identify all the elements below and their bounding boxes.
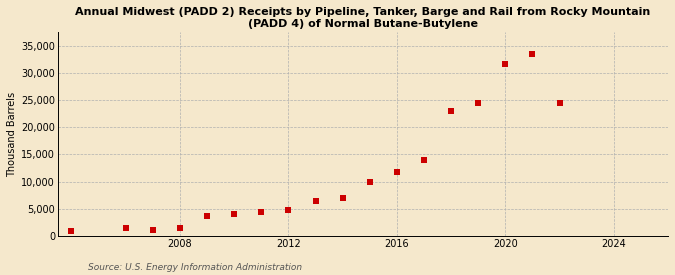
Point bbox=[446, 109, 456, 113]
Title: Annual Midwest (PADD 2) Receipts by Pipeline, Tanker, Barge and Rail from Rocky : Annual Midwest (PADD 2) Receipts by Pipe… bbox=[76, 7, 651, 29]
Point bbox=[256, 209, 267, 214]
Point bbox=[283, 208, 294, 213]
Point bbox=[554, 101, 565, 105]
Y-axis label: Thousand Barrels: Thousand Barrels bbox=[7, 92, 17, 177]
Point bbox=[147, 227, 158, 232]
Point bbox=[364, 180, 375, 184]
Point bbox=[175, 226, 186, 231]
Text: Source: U.S. Energy Information Administration: Source: U.S. Energy Information Administ… bbox=[88, 263, 302, 272]
Point bbox=[120, 226, 131, 231]
Point bbox=[418, 158, 429, 162]
Point bbox=[392, 170, 402, 175]
Point bbox=[229, 212, 240, 216]
Point bbox=[310, 199, 321, 204]
Point bbox=[472, 101, 483, 105]
Point bbox=[338, 196, 348, 200]
Point bbox=[202, 214, 213, 218]
Point bbox=[66, 229, 77, 233]
Point bbox=[527, 52, 538, 56]
Point bbox=[500, 61, 511, 66]
